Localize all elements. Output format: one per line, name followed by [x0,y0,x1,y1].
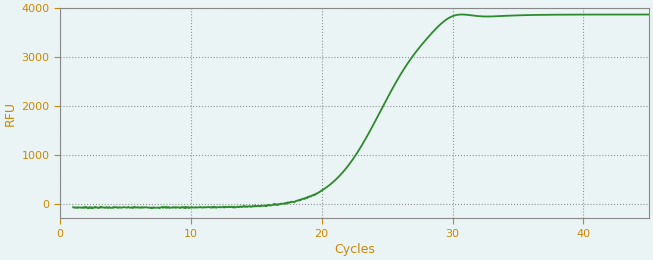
Y-axis label: RFU: RFU [4,101,17,126]
X-axis label: Cycles: Cycles [334,243,375,256]
